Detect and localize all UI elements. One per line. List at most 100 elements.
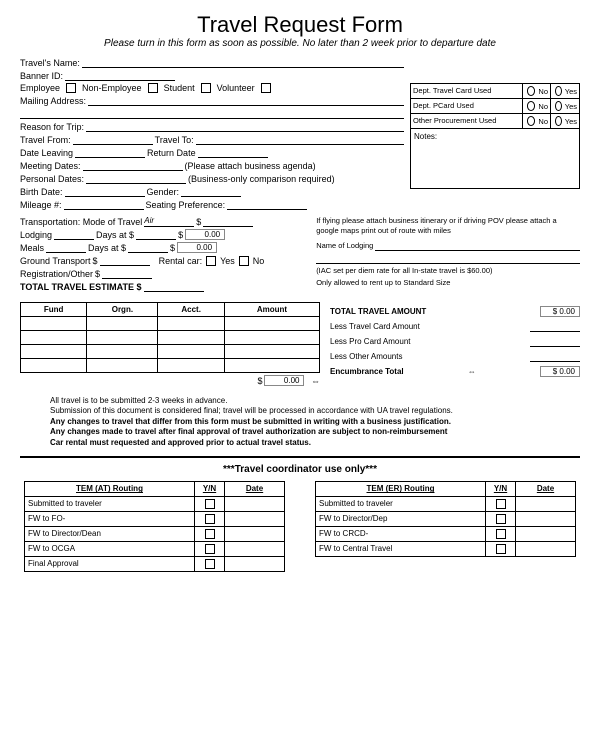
cb-at5[interactable] [205,559,215,569]
label-mailing: Mailing Address: [20,96,86,106]
mode-val[interactable]: Air [144,216,194,227]
input-name-lodging[interactable] [375,240,580,251]
input-travel-to[interactable] [196,134,404,145]
label-employee: Employee [20,83,60,93]
input-travels-name[interactable] [82,57,404,68]
form-subtitle: Please turn in this form as soon as poss… [20,38,580,49]
note-personal: (Business-only comparison required) [188,174,335,184]
input-meals-days[interactable] [46,242,86,253]
label-total-est: TOTAL TRAVEL ESTIMATE $ [20,282,142,292]
input-meeting-dates[interactable] [83,160,183,171]
input-total-est[interactable] [144,281,204,292]
label-reg: Registration/Other [20,269,93,279]
label-birth-date: Birth Date: [20,187,63,197]
label-travel-from: Travel From: [20,135,71,145]
tem-at-table: TEM (AT) RoutingY/NDate Submitted to tra… [24,481,285,572]
label-student: Student [164,83,195,93]
label-personal-dates: Personal Dates: [20,174,84,184]
radio-dpc-no[interactable] [527,101,535,111]
dept-other: Other Procurement Used [411,114,523,128]
note-rental: Only allowed to rent up to Standard Size [316,278,580,288]
cb-er3[interactable] [496,529,506,539]
t-less-tc: Less Travel Card Amount [330,322,420,331]
checkbox-student[interactable] [201,83,211,93]
label-travels-name: Travel's Name: [20,58,80,68]
radio-dpc-yes[interactable] [555,101,562,111]
label-volunteer: Volunteer [217,83,255,93]
input-gender[interactable] [181,186,241,197]
fund-table: FundOrgn.Acct.Amount [20,302,320,373]
dept-pcard: Dept. PCard Used [411,99,523,113]
dept-box: Dept. Travel Card UsedNoYes Dept. PCard … [410,83,580,129]
t-less-other: Less Other Amounts [330,352,402,361]
input-ground[interactable] [100,255,150,266]
val-meals: 0.00 [177,242,217,253]
form-title: Travel Request Form [20,12,580,38]
label-return-date: Return Date [147,148,196,158]
tem-er-table: TEM (ER) RoutingY/NDate Submitted to tra… [315,481,576,557]
radio-dtc-no[interactable] [527,86,535,96]
checkbox-non-employee[interactable] [148,83,158,93]
v-enc: $ 0.00 [540,366,580,377]
note-meeting: (Please attach business agenda) [185,161,316,171]
input-birth-date[interactable] [65,186,145,197]
cb-at2[interactable] [205,514,215,524]
v-total: $ 0.00 [540,306,580,317]
input-reason[interactable] [86,121,404,132]
label-meals: Meals [20,243,44,253]
cb-at1[interactable] [205,499,215,509]
arrow2-icon: ⇔ [468,367,476,376]
input-personal-dates[interactable] [86,173,186,184]
input-return-date[interactable] [198,147,268,158]
label-travel-to: Travel To: [155,135,194,145]
val-lodging: 0.00 [185,229,225,240]
input-travel-from[interactable] [73,134,153,145]
checkbox-volunteer[interactable] [261,83,271,93]
input-mailing[interactable] [88,95,404,106]
cb-er2[interactable] [496,514,506,524]
h-tem-at: TEM (AT) Routing [25,481,195,496]
label-seating: Seating Preference: [146,200,226,210]
label-transportation: Transportation: Mode of Travel [20,217,142,227]
t-total: TOTAL TRAVEL AMOUNT [330,307,426,316]
t-less-pc: Less Pro Card Amount [330,337,410,346]
input-date-leaving[interactable] [75,147,145,158]
radio-op-no[interactable] [527,116,535,126]
h-fund: Fund [21,303,87,317]
h-orgn: Orgn. [87,303,158,317]
label-gender: Gender: [147,187,180,197]
dept-notes[interactable]: Notes: [410,129,580,189]
input-mileage[interactable] [64,199,144,210]
input-banner-id[interactable] [65,70,175,81]
label-ground: Ground Transport [20,256,91,266]
cb-er4[interactable] [496,544,506,554]
coord-title: ***Travel coordinator use only*** [24,464,576,475]
radio-dtc-yes[interactable] [555,86,562,96]
input-reg[interactable] [102,268,152,279]
cb-er1[interactable] [496,499,506,509]
h-tem-er: TEM (ER) Routing [316,481,486,496]
checkbox-rental-yes[interactable] [206,256,216,266]
input-lodging-rate[interactable] [136,229,176,240]
note-flying: If flying please attach business itinera… [316,216,580,236]
checkbox-rental-no[interactable] [239,256,249,266]
label-reason: Reason for Trip: [20,122,84,132]
disclaimer: All travel is to be submitted 2-3 weeks … [50,396,580,448]
input-trans-amt[interactable] [203,216,253,227]
input-seating[interactable] [227,199,307,210]
label-lodging: Lodging [20,230,52,240]
cb-at3[interactable] [205,529,215,539]
h-amount: Amount [224,303,319,317]
input-lodging-days[interactable] [54,229,94,240]
label-name-lodging: Name of Lodging [316,241,373,251]
input-name-lodging2[interactable] [316,253,580,264]
checkbox-employee[interactable] [66,83,76,93]
label-non-employee: Non-Employee [82,83,142,93]
input-meals-rate[interactable] [128,242,168,253]
label-date-leaving: Date Leaving [20,148,73,158]
cb-at4[interactable] [205,544,215,554]
label-mileage: Mileage #: [20,200,62,210]
radio-op-yes[interactable] [555,116,562,126]
label-meeting-dates: Meeting Dates: [20,161,81,171]
input-mailing2[interactable] [20,108,404,119]
